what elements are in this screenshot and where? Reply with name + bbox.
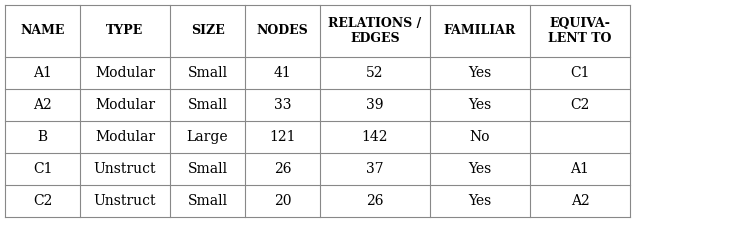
Text: 39: 39 bbox=[366, 98, 384, 112]
Text: Unstruct: Unstruct bbox=[93, 162, 156, 176]
Text: No: No bbox=[469, 130, 491, 144]
Text: C2: C2 bbox=[33, 194, 52, 208]
Text: Modular: Modular bbox=[95, 66, 155, 80]
Text: B: B bbox=[37, 130, 47, 144]
Text: 20: 20 bbox=[274, 194, 291, 208]
Text: 26: 26 bbox=[274, 162, 291, 176]
Text: TYPE: TYPE bbox=[107, 24, 144, 38]
Text: RELATIONS /
EDGES: RELATIONS / EDGES bbox=[328, 17, 422, 45]
Text: NODES: NODES bbox=[257, 24, 308, 38]
Text: Unstruct: Unstruct bbox=[93, 194, 156, 208]
Text: Yes: Yes bbox=[469, 194, 491, 208]
Text: Modular: Modular bbox=[95, 98, 155, 112]
Text: Small: Small bbox=[188, 162, 228, 176]
Text: Modular: Modular bbox=[95, 130, 155, 144]
Text: C2: C2 bbox=[570, 98, 590, 112]
Text: 26: 26 bbox=[366, 194, 384, 208]
Text: Yes: Yes bbox=[469, 162, 491, 176]
Text: 121: 121 bbox=[269, 130, 296, 144]
Text: Yes: Yes bbox=[469, 98, 491, 112]
Text: Yes: Yes bbox=[469, 66, 491, 80]
Text: Large: Large bbox=[187, 130, 228, 144]
Text: 33: 33 bbox=[274, 98, 291, 112]
Text: 41: 41 bbox=[274, 66, 291, 80]
Text: Small: Small bbox=[188, 66, 228, 80]
Text: Small: Small bbox=[188, 194, 228, 208]
Text: A1: A1 bbox=[33, 66, 52, 80]
Text: EQUIVA-
LENT TO: EQUIVA- LENT TO bbox=[548, 17, 612, 45]
Text: A2: A2 bbox=[571, 194, 589, 208]
Text: Small: Small bbox=[188, 98, 228, 112]
Text: 37: 37 bbox=[366, 162, 384, 176]
Text: A2: A2 bbox=[33, 98, 52, 112]
Text: FAMILIAR: FAMILIAR bbox=[444, 24, 516, 38]
Text: SIZE: SIZE bbox=[191, 24, 224, 38]
Text: NAME: NAME bbox=[20, 24, 65, 38]
Text: C1: C1 bbox=[570, 66, 590, 80]
Text: A1: A1 bbox=[571, 162, 589, 176]
Text: C1: C1 bbox=[33, 162, 53, 176]
Text: 52: 52 bbox=[366, 66, 384, 80]
Text: 142: 142 bbox=[362, 130, 388, 144]
